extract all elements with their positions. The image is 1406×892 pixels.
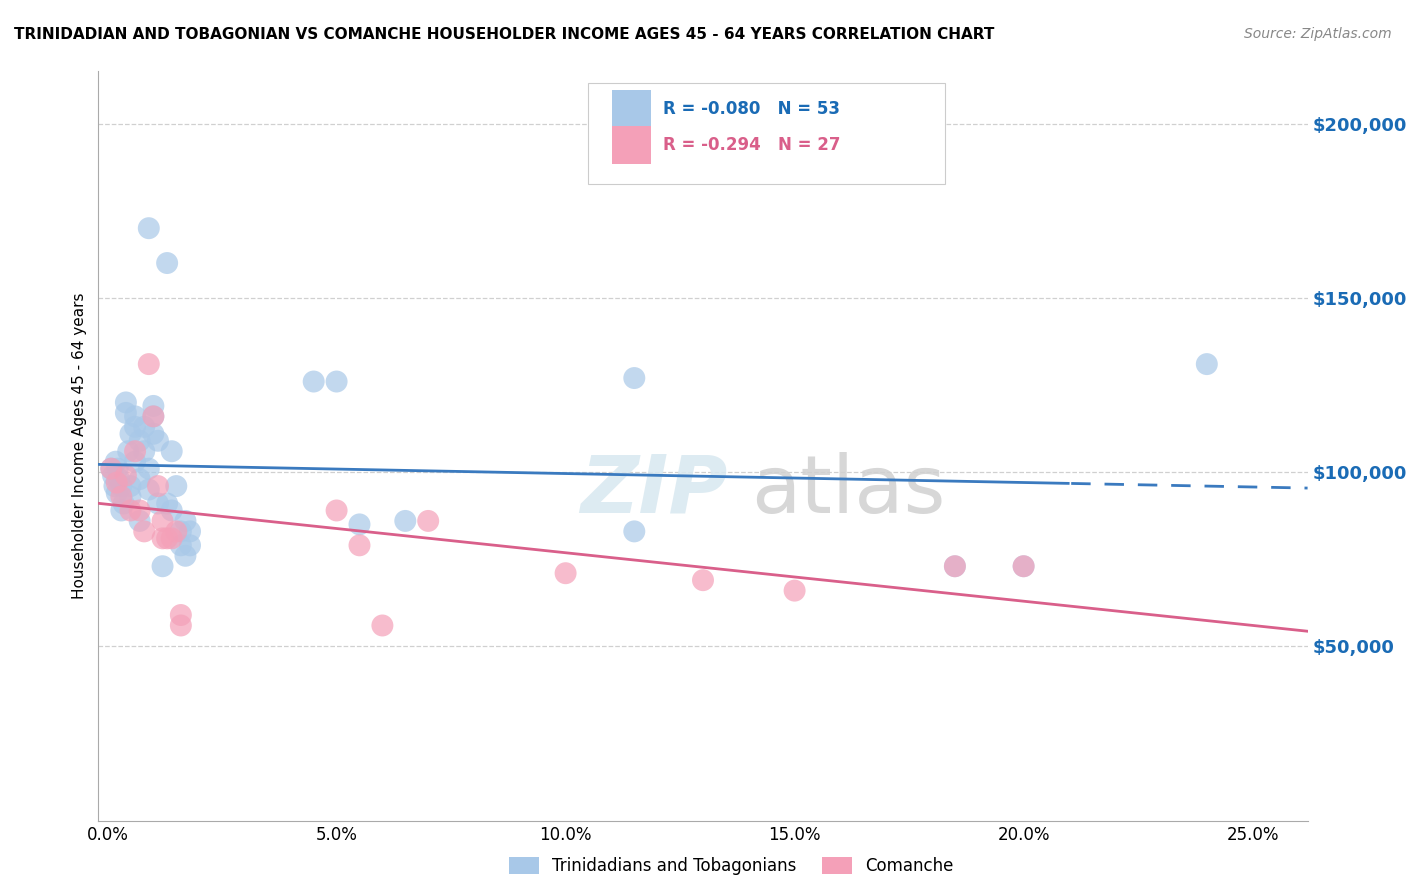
Point xyxy=(692,573,714,587)
Text: TRINIDADIAN AND TOBAGONIAN VS COMANCHE HOUSEHOLDER INCOME AGES 45 - 64 YEARS COR: TRINIDADIAN AND TOBAGONIAN VS COMANCHE H… xyxy=(14,27,994,42)
Point xyxy=(623,371,645,385)
Point xyxy=(1012,559,1035,574)
Point xyxy=(156,256,179,270)
Point xyxy=(156,496,179,510)
Point xyxy=(107,461,129,475)
Point xyxy=(134,444,156,458)
Point xyxy=(128,503,150,517)
Point xyxy=(302,375,325,389)
Point xyxy=(170,524,193,539)
Point xyxy=(165,479,187,493)
Point xyxy=(142,426,165,441)
Point xyxy=(160,444,183,458)
Text: R = -0.294   N = 27: R = -0.294 N = 27 xyxy=(664,136,841,153)
Point xyxy=(325,503,347,517)
Point xyxy=(160,532,183,546)
Point xyxy=(783,583,806,598)
Point xyxy=(134,420,156,434)
Point xyxy=(1195,357,1218,371)
Point xyxy=(100,461,122,475)
Point xyxy=(179,524,201,539)
Point xyxy=(160,503,183,517)
FancyBboxPatch shape xyxy=(588,83,945,184)
Point xyxy=(371,618,394,632)
Text: Source: ZipAtlas.com: Source: ZipAtlas.com xyxy=(1244,27,1392,41)
Point xyxy=(394,514,416,528)
Point xyxy=(112,496,135,510)
Point xyxy=(128,472,150,486)
Point xyxy=(152,514,174,528)
Y-axis label: Householder Income Ages 45 - 64 years: Householder Income Ages 45 - 64 years xyxy=(72,293,87,599)
FancyBboxPatch shape xyxy=(613,126,651,163)
Point xyxy=(623,524,645,539)
Point xyxy=(152,532,174,546)
Point xyxy=(105,475,128,490)
Point xyxy=(101,468,124,483)
Point xyxy=(142,409,165,424)
Point xyxy=(138,221,160,235)
FancyBboxPatch shape xyxy=(613,90,651,128)
Point xyxy=(128,514,150,528)
Point xyxy=(124,444,146,458)
Point xyxy=(134,524,156,539)
Text: atlas: atlas xyxy=(751,452,946,530)
Point xyxy=(349,517,371,532)
Point xyxy=(117,444,139,458)
Point xyxy=(554,566,576,581)
Point xyxy=(120,479,142,493)
Point xyxy=(115,395,138,409)
Point xyxy=(174,514,197,528)
Point xyxy=(100,461,122,475)
Point xyxy=(943,559,966,574)
Point xyxy=(152,559,174,574)
Point xyxy=(104,455,127,469)
Point xyxy=(142,399,165,413)
Point xyxy=(124,420,146,434)
Point xyxy=(138,483,160,497)
Legend: Trinidadians and Tobagonians, Comanche: Trinidadians and Tobagonians, Comanche xyxy=(509,856,953,875)
Point xyxy=(120,503,142,517)
Point xyxy=(146,434,169,448)
Point xyxy=(115,468,138,483)
Point xyxy=(349,538,371,552)
Point xyxy=(128,434,150,448)
Point xyxy=(110,503,132,517)
Point xyxy=(138,357,160,371)
Point xyxy=(120,490,142,504)
Point xyxy=(943,559,966,574)
Point xyxy=(120,426,142,441)
Point xyxy=(170,607,193,622)
Point xyxy=(146,479,169,493)
Point xyxy=(165,524,187,539)
Point xyxy=(1012,559,1035,574)
Point xyxy=(142,409,165,424)
Point xyxy=(108,472,131,486)
Point xyxy=(418,514,440,528)
Point xyxy=(156,532,179,546)
Point xyxy=(170,538,193,552)
Point xyxy=(170,618,193,632)
Point xyxy=(103,479,125,493)
Point xyxy=(124,455,146,469)
Point xyxy=(174,549,197,563)
Point xyxy=(179,538,201,552)
Point xyxy=(115,406,138,420)
Point xyxy=(110,479,132,493)
Text: R = -0.080   N = 53: R = -0.080 N = 53 xyxy=(664,100,841,118)
Text: ZIP: ZIP xyxy=(579,452,727,530)
Point xyxy=(325,375,347,389)
Point xyxy=(105,486,128,500)
Point xyxy=(110,490,132,504)
Point xyxy=(138,461,160,475)
Point xyxy=(124,409,146,424)
Point xyxy=(146,496,169,510)
